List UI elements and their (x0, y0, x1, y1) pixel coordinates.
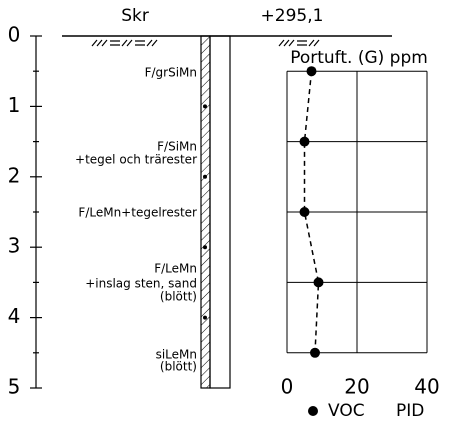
column-marker (203, 104, 207, 109)
depth-tick-label: 1 (8, 93, 21, 117)
depth-tick-label: 3 (8, 234, 21, 258)
header-right: +295,1 (261, 6, 324, 26)
x-tick-label: 40 (414, 375, 439, 399)
soil-label: +tegel och trärester (75, 153, 197, 167)
soil-label: F/LeMn (154, 262, 197, 276)
soil-label: siLeMn (156, 348, 197, 362)
legend-method: PID (396, 401, 424, 421)
legend-label: VOC (328, 401, 365, 421)
column-marker (203, 315, 207, 320)
ground-symbol (91, 39, 320, 47)
header-left: Skr (121, 6, 149, 26)
data-point (306, 66, 317, 77)
data-point (313, 277, 324, 288)
depth-tick-label: 4 (8, 304, 21, 328)
soil-label: +inslag sten, sand (85, 277, 197, 291)
column-marker (203, 174, 207, 179)
column-marker (203, 245, 207, 250)
x-tick-label: 0 (281, 375, 294, 399)
data-point (310, 347, 320, 358)
data-point (299, 207, 310, 217)
series-line (303, 71, 320, 353)
depth-tick-label: 5 (8, 375, 21, 399)
depth-tick-label: 2 (8, 163, 21, 187)
soil-label: F/LeMn+tegelrester (78, 206, 197, 220)
data-point (299, 136, 310, 147)
depth-tick-label: 0 (8, 23, 21, 47)
soil-label: F/SiMn (157, 140, 197, 154)
x-tick-label: 20 (344, 375, 369, 399)
soil-label: F/grSiMn (145, 66, 197, 80)
soil-column-hatched (200, 35, 211, 389)
soil-column (209, 35, 231, 389)
legend-marker (308, 406, 318, 416)
soil-label: (blött) (160, 360, 197, 374)
panel-title: Portuft. (G) ppm (290, 48, 428, 68)
soil-label: (blött) (160, 290, 197, 304)
